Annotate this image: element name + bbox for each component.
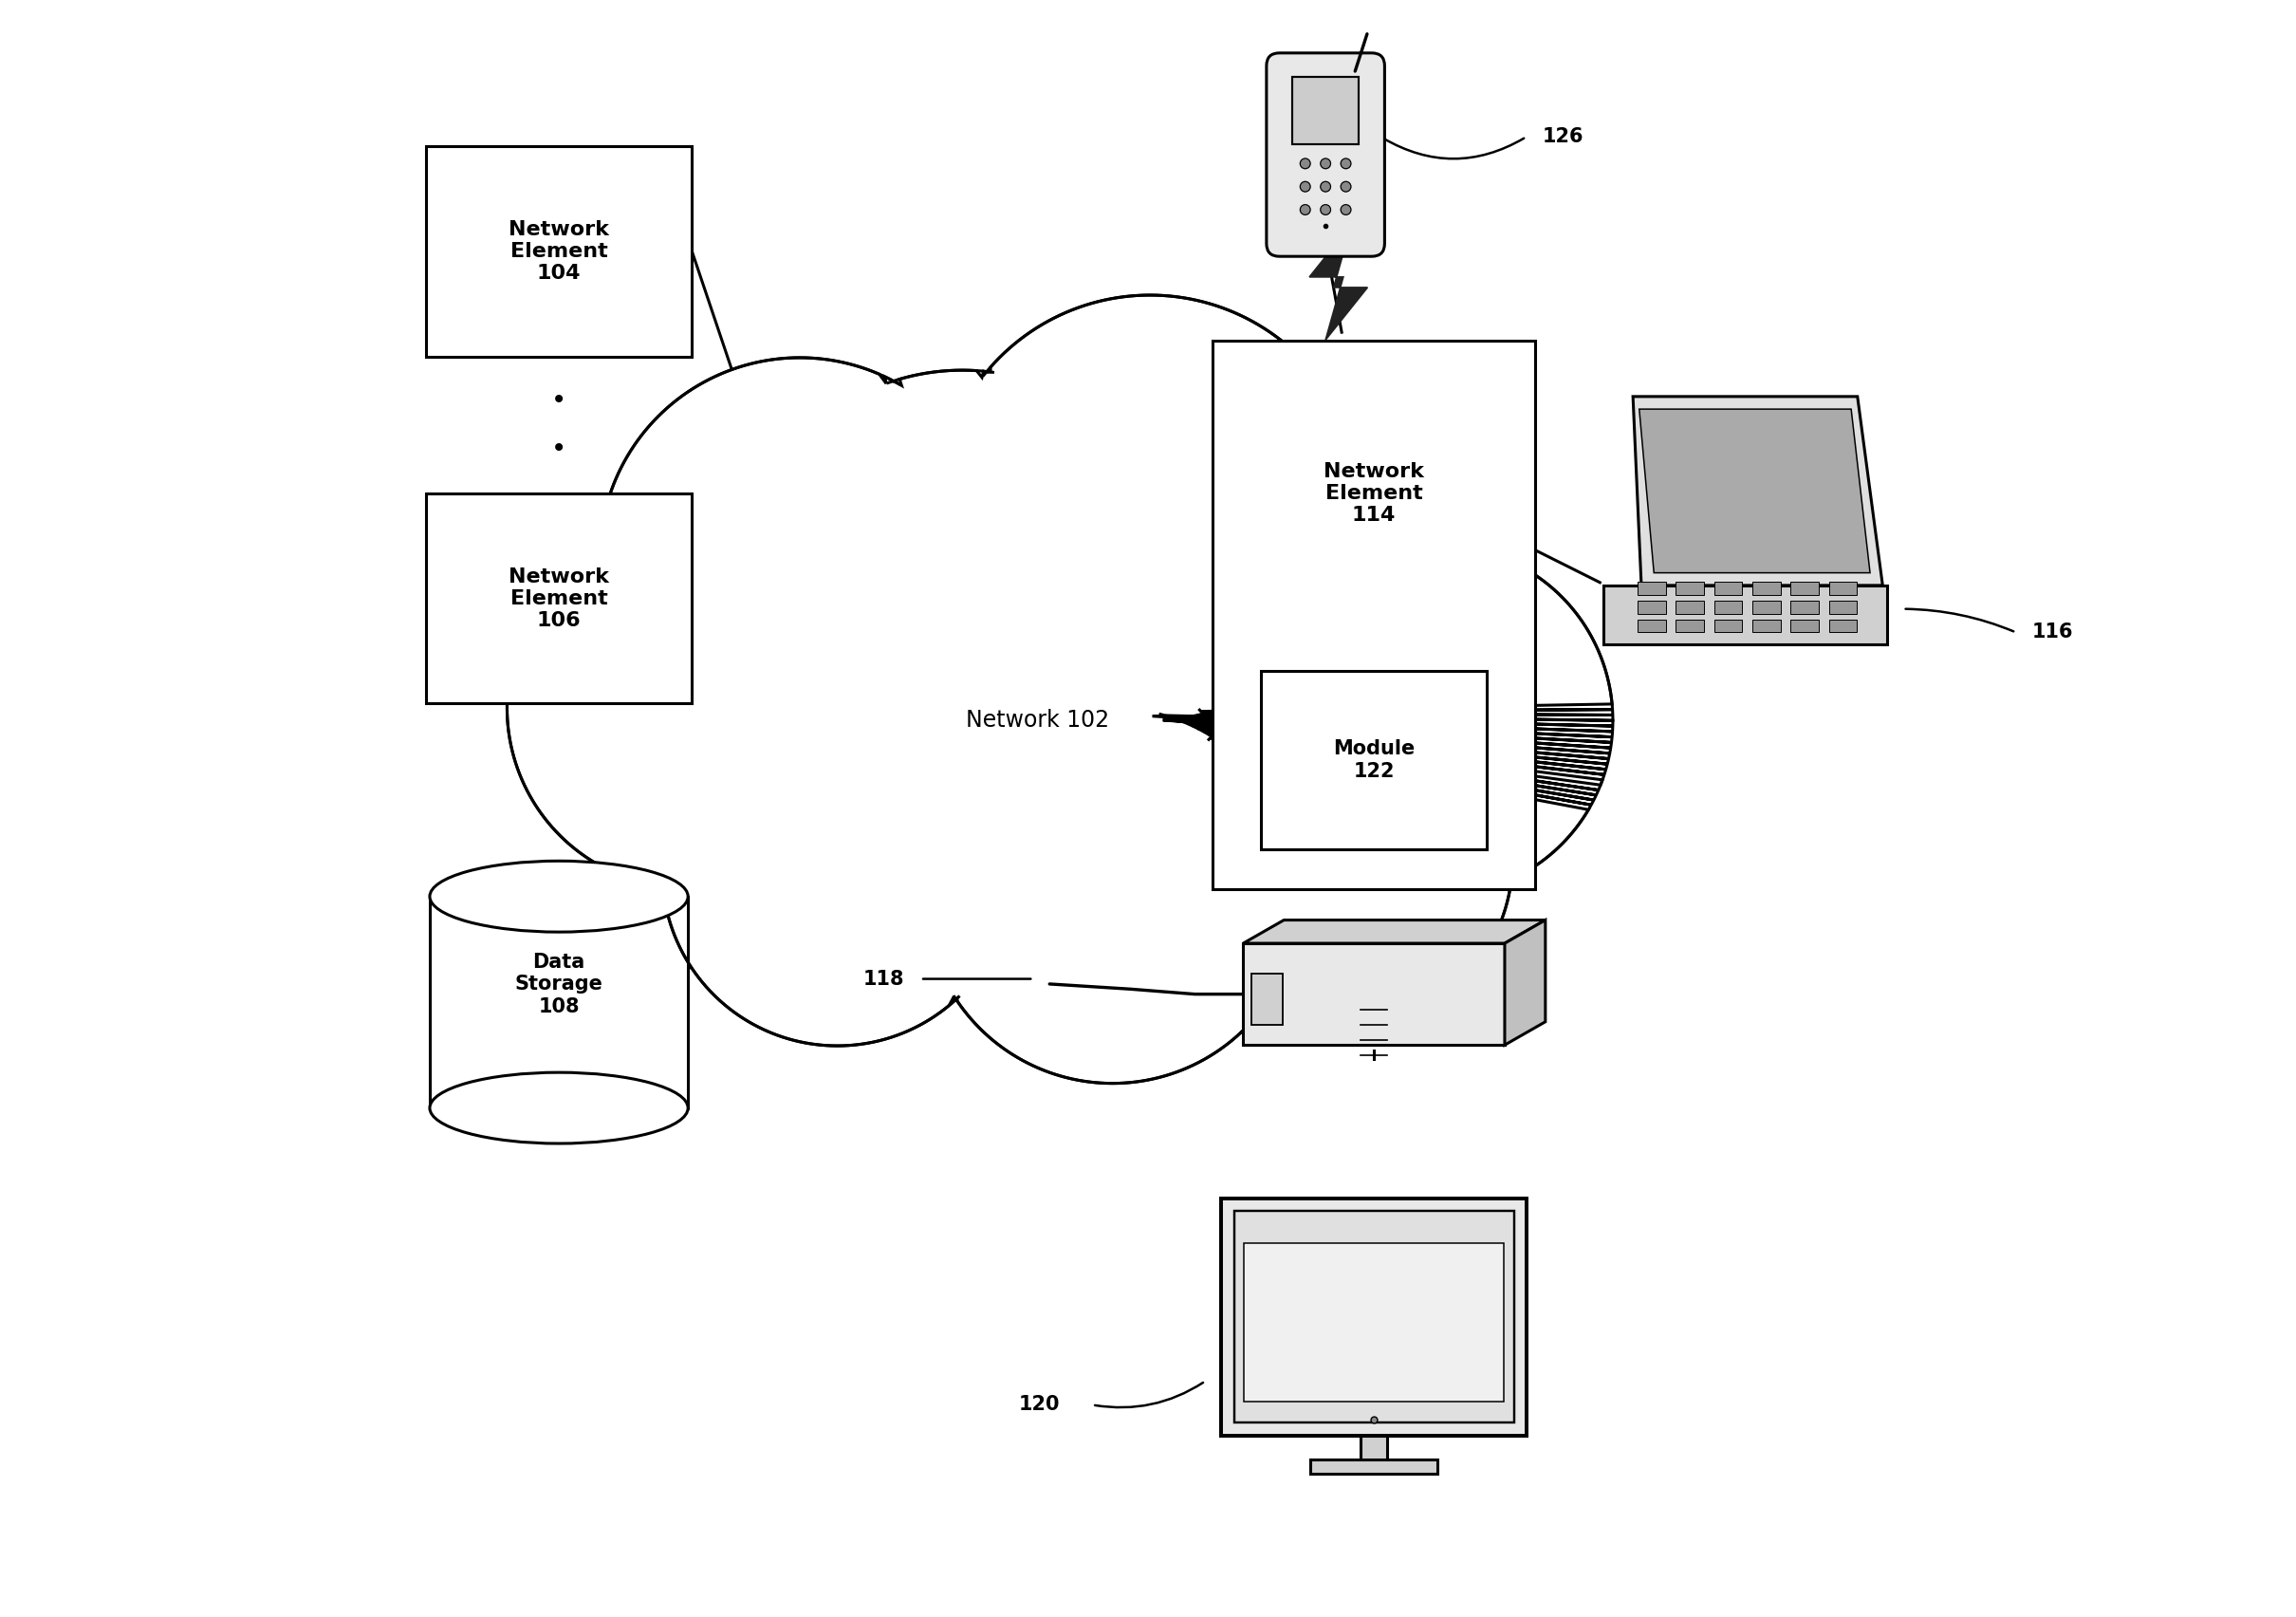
Circle shape: [661, 695, 1013, 1046]
FancyBboxPatch shape: [1715, 600, 1743, 613]
Ellipse shape: [661, 495, 1463, 946]
FancyBboxPatch shape: [1676, 582, 1704, 595]
Circle shape: [937, 296, 1362, 721]
Circle shape: [1263, 545, 1612, 896]
Circle shape: [1341, 205, 1350, 215]
Circle shape: [599, 357, 1001, 758]
FancyBboxPatch shape: [1791, 600, 1818, 613]
FancyBboxPatch shape: [1267, 53, 1384, 257]
Polygon shape: [507, 296, 1612, 1083]
Text: 126: 126: [1543, 128, 1584, 147]
Circle shape: [925, 708, 1300, 1083]
FancyBboxPatch shape: [1637, 582, 1667, 595]
Circle shape: [507, 527, 868, 888]
Polygon shape: [1242, 920, 1545, 943]
Text: 118: 118: [863, 970, 905, 988]
FancyBboxPatch shape: [1752, 619, 1782, 632]
Polygon shape: [1639, 409, 1869, 572]
Text: Network
Element
104: Network Element 104: [510, 220, 608, 283]
FancyBboxPatch shape: [1676, 600, 1704, 613]
FancyBboxPatch shape: [1828, 600, 1857, 613]
Text: •: •: [551, 488, 567, 514]
Circle shape: [1300, 158, 1311, 168]
FancyBboxPatch shape: [1828, 619, 1857, 632]
FancyBboxPatch shape: [1715, 582, 1743, 595]
Polygon shape: [1504, 920, 1545, 1045]
Bar: [429, 896, 689, 1108]
FancyBboxPatch shape: [1752, 582, 1782, 595]
Text: Module
122: Module 122: [1334, 739, 1414, 781]
FancyBboxPatch shape: [1752, 600, 1782, 613]
FancyBboxPatch shape: [1242, 943, 1504, 1045]
FancyBboxPatch shape: [1221, 1198, 1527, 1436]
Text: Network
Element
106: Network Element 106: [510, 568, 608, 631]
FancyBboxPatch shape: [1293, 76, 1359, 144]
FancyBboxPatch shape: [1676, 619, 1704, 632]
FancyBboxPatch shape: [425, 147, 691, 356]
Bar: [1311, 1459, 1437, 1473]
Text: Network 102: Network 102: [967, 710, 1109, 733]
FancyBboxPatch shape: [1212, 340, 1536, 889]
Text: Data
Storage
108: Data Storage 108: [514, 952, 604, 1015]
Circle shape: [1341, 158, 1350, 168]
Polygon shape: [1309, 225, 1368, 340]
FancyBboxPatch shape: [1828, 582, 1857, 595]
Ellipse shape: [429, 1072, 689, 1143]
Text: 116: 116: [2032, 623, 2073, 642]
Circle shape: [737, 370, 1187, 820]
FancyBboxPatch shape: [425, 493, 691, 703]
Circle shape: [1341, 181, 1350, 192]
Text: •: •: [551, 388, 567, 414]
FancyBboxPatch shape: [1791, 619, 1818, 632]
FancyBboxPatch shape: [1603, 585, 1887, 644]
Circle shape: [1320, 205, 1332, 215]
FancyBboxPatch shape: [1244, 1243, 1504, 1402]
FancyBboxPatch shape: [1715, 619, 1743, 632]
Bar: [1362, 1436, 1387, 1467]
FancyBboxPatch shape: [1251, 973, 1283, 1025]
Circle shape: [1320, 158, 1332, 168]
Text: •: •: [551, 437, 567, 462]
Circle shape: [1320, 181, 1332, 192]
Ellipse shape: [429, 860, 689, 931]
Circle shape: [1300, 181, 1311, 192]
FancyBboxPatch shape: [1791, 582, 1818, 595]
Circle shape: [1162, 682, 1513, 1033]
Text: 120: 120: [1019, 1395, 1061, 1415]
Circle shape: [1150, 395, 1525, 771]
FancyBboxPatch shape: [1637, 600, 1667, 613]
FancyBboxPatch shape: [1233, 1211, 1513, 1423]
Polygon shape: [1632, 396, 1883, 585]
FancyBboxPatch shape: [1261, 671, 1488, 849]
FancyBboxPatch shape: [1637, 619, 1667, 632]
Circle shape: [1300, 205, 1311, 215]
Text: Network
Element
114: Network Element 114: [1325, 462, 1424, 526]
